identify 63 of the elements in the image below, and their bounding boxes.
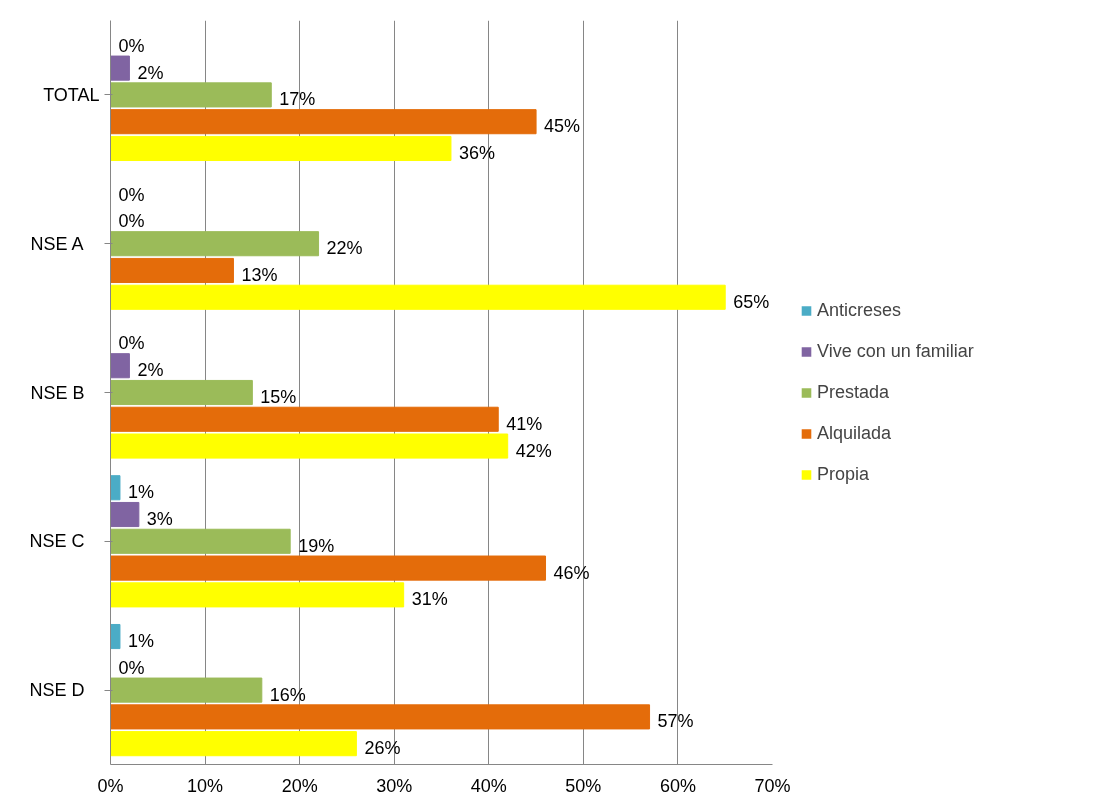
data-label: 0% (118, 657, 145, 678)
data-label: 2% (137, 360, 164, 381)
x-tick-label: 70% (754, 775, 791, 796)
y-tick-label: NSE A (30, 233, 84, 254)
bar (110, 257, 234, 284)
bar (110, 433, 509, 459)
y-tick-label: TOTAL (43, 84, 100, 105)
bar (110, 353, 130, 379)
x-tick-label: 40% (470, 775, 507, 796)
data-label: 65% (733, 291, 770, 312)
data-label: 2% (137, 62, 164, 83)
bar (110, 379, 253, 406)
bar (110, 109, 537, 135)
data-label: 42% (515, 440, 552, 461)
data-label: 41% (506, 413, 543, 434)
data-label: 46% (553, 562, 590, 583)
bar (110, 284, 726, 310)
bar (110, 135, 452, 162)
x-tick-label: 10% (187, 775, 224, 796)
bar (110, 731, 357, 757)
legend-label: Vive con un familiar (817, 340, 974, 362)
data-label: 0% (118, 333, 145, 354)
bar (110, 82, 272, 108)
bar (110, 555, 547, 581)
bar (110, 501, 140, 528)
bar (110, 55, 130, 81)
data-label: 16% (269, 684, 306, 705)
bar (110, 623, 121, 650)
data-label: 19% (298, 535, 335, 556)
y-tick-label: NSE D (29, 680, 85, 701)
data-label: 26% (364, 738, 401, 759)
x-tick-label: 20% (281, 775, 318, 796)
x-tick-label: 50% (565, 775, 602, 796)
bar (110, 528, 291, 554)
y-tick-label: NSE B (30, 382, 85, 403)
data-label: 3% (146, 508, 173, 529)
data-label: 0% (118, 35, 145, 56)
data-label: 1% (127, 631, 154, 651)
data-label: 31% (411, 589, 448, 610)
legend-label: Anticreses (817, 299, 902, 321)
bar (110, 406, 499, 432)
y-tick-label: NSE C (29, 531, 85, 552)
data-label: 15% (260, 386, 297, 407)
x-tick-label: 0% (97, 775, 124, 796)
bar (110, 677, 263, 703)
bar (110, 582, 405, 608)
bar (110, 231, 320, 257)
data-label: 0% (118, 184, 145, 205)
legend-label: Propia (817, 463, 870, 485)
bar (110, 704, 651, 730)
data-label: 13% (241, 264, 278, 285)
x-tick-label: 60% (659, 775, 696, 796)
legend-label: Alquilada (817, 422, 892, 444)
bar (110, 475, 121, 501)
x-tick-label: 30% (376, 775, 413, 796)
data-label: 1% (127, 482, 154, 503)
data-label: 0% (118, 211, 145, 232)
data-label: 22% (326, 238, 363, 259)
data-label: 57% (657, 711, 694, 732)
data-label: 36% (458, 142, 495, 163)
data-label: 17% (279, 89, 316, 110)
data-label: 45% (544, 116, 581, 137)
legend-label: Prestada (817, 381, 890, 403)
